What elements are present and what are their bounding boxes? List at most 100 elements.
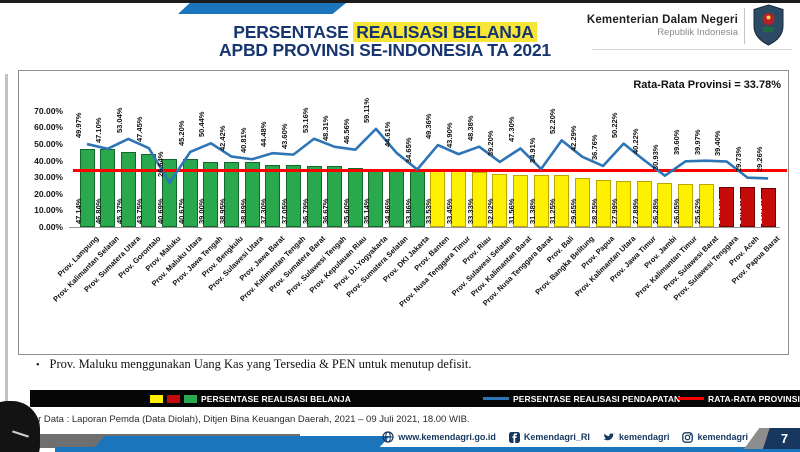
- red-swatch-icon: [167, 394, 180, 403]
- bar-value-label: 29.65%: [568, 198, 578, 224]
- bar-value-label: 24.33%: [713, 198, 723, 224]
- average-reference-line: [73, 169, 787, 173]
- pendapatan-value-label: 49.97%: [73, 112, 83, 139]
- pendapatan-value-label: 50.44%: [197, 111, 207, 138]
- bar-value-label: 27.89%: [630, 198, 640, 224]
- page-number: 7: [780, 431, 789, 446]
- bar-value-label: 39.00%: [197, 198, 207, 224]
- pendapatan-value-label: 45.20%: [176, 120, 186, 146]
- header-underline: [592, 49, 792, 50]
- globe-icon: [382, 431, 394, 443]
- title-line1: PERSENTASE REALISASI BELANJA: [90, 22, 680, 42]
- bar-value-label: 45.37%: [114, 198, 124, 224]
- ministry-name: Kementerian Dalam Negeri: [586, 14, 738, 26]
- y-tick-label: 0.00%: [38, 222, 63, 232]
- top-strip: [0, 0, 800, 3]
- pendapatan-value-label: 52.20%: [548, 108, 558, 135]
- legend-rata: RATA-RATA PROVINSI: [678, 390, 800, 407]
- bar-value-label: 47.14%: [73, 198, 83, 224]
- legend-rata-label: RATA-RATA PROVINSI: [708, 393, 800, 404]
- realisasi-belanja-bar: [719, 186, 735, 227]
- realisasi-belanja-bar: [760, 187, 776, 227]
- footnote-text: Prov. Maluku menggunakan Uang Kas yang T…: [49, 357, 472, 371]
- bar-value-label: 38.95%: [217, 198, 227, 224]
- pendapatan-value-label: 39.97%: [692, 129, 702, 155]
- bar-value-label: 40.69%: [156, 198, 166, 224]
- green-swatch-icon: [184, 394, 197, 403]
- realisasi-belanja-bar: [739, 187, 755, 227]
- bar-value-label: 26.05%: [672, 198, 682, 224]
- facebook-item: Kemendagri_RI: [508, 431, 590, 443]
- ministry-header: Kementerian Dalam Negeri Republik Indone…: [587, 13, 738, 39]
- pendapatan-value-label: 53.16%: [300, 107, 310, 133]
- chart-legend: PERSENTASE REALISASI BELANJA PERSENTASE …: [30, 390, 800, 407]
- y-tick-label: 40.00%: [34, 155, 63, 166]
- republic-name: Republik Indonesia: [657, 27, 738, 39]
- pendapatan-value-label: 40.22%: [630, 128, 640, 155]
- title-line2: APBD PROVINSI SE-INDONESIA TA 2021: [219, 40, 551, 61]
- kemendagri-logo-icon: [753, 4, 784, 46]
- facebook-icon: [508, 431, 520, 443]
- website-item: www.kemendagri.go.id: [382, 431, 496, 443]
- website-label: www.kemendagri.go.id: [398, 432, 496, 442]
- y-tick-label: 30.00%: [34, 172, 63, 183]
- page-number-box: 7: [763, 428, 800, 449]
- header-divider: [744, 8, 745, 44]
- player-control-icon: [12, 430, 29, 438]
- bar-value-label: 31.25%: [548, 198, 558, 224]
- blue-line-swatch-icon: [483, 397, 509, 400]
- y-tick-label: 10.00%: [34, 205, 63, 216]
- pendapatan-value-label: 46.56%: [341, 118, 351, 144]
- twitter-item: kemendagri: [603, 432, 670, 443]
- title-line1-highlight: REALISASI BELANJA: [353, 22, 537, 42]
- yellow-swatch-icon: [150, 394, 163, 403]
- bar-value-label: 33.33%: [465, 198, 475, 224]
- bar-value-label: 28.25%: [589, 198, 599, 224]
- bar-value-label: 46.80%: [94, 198, 104, 224]
- facebook-label: Kemendagri_RI: [523, 432, 590, 442]
- pendapatan-value-label: 48.38%: [465, 115, 475, 141]
- pendapatan-value-label: 47.10%: [94, 117, 104, 143]
- pendapatan-value-label: 42.42%: [217, 125, 227, 151]
- pendapatan-value-label: 30.93%: [651, 144, 661, 170]
- pendapatan-value-label: 50.22%: [610, 112, 620, 138]
- footer-bottom-strip: [55, 447, 800, 452]
- x-axis-line: [69, 227, 780, 228]
- twitter-label: kemendagri: [618, 432, 670, 442]
- bar-value-label: 40.67%: [176, 198, 186, 224]
- bar-value-label: 31.38%: [527, 198, 537, 224]
- pendapatan-value-label: 34.91%: [527, 137, 537, 164]
- red-line-swatch-icon: [678, 397, 704, 400]
- legend-belanja: PERSENTASE REALISASI BELANJA: [150, 390, 351, 407]
- social-row: www.kemendagri.go.id Kemendagri_RI kemen…: [382, 431, 748, 443]
- pendapatan-value-label: 29.73%: [733, 146, 743, 172]
- pendapatan-value-label: 47.30%: [506, 117, 516, 143]
- pendapatan-value-label: 43.60%: [279, 123, 289, 149]
- chart-area: Rata-Rata Provinsi = 33.78% 70.00% 60.00%…: [18, 70, 789, 355]
- pendapatan-value-label: 44.48%: [259, 121, 269, 148]
- bar-value-label: 26.28%: [651, 198, 661, 224]
- pendapatan-value-label: 59.11%: [362, 97, 372, 123]
- pendapatan-value-label: 26.64%: [156, 151, 166, 177]
- pendapatan-value-label: 42.29%: [568, 125, 578, 151]
- pendapatan-value-label: 43.90%: [445, 122, 455, 149]
- instagram-item: kemendagri: [682, 431, 748, 443]
- bar-value-label: 43.75%: [135, 198, 145, 224]
- title-line1-normal: PERSENTASE: [233, 22, 349, 42]
- bar-value-label: 37.05%: [279, 198, 289, 224]
- legend-pendapatan: PERSENTASE REALISASI PENDAPATAN: [483, 390, 680, 407]
- player-control[interactable]: [0, 401, 40, 452]
- y-tick-label: 50.00%: [34, 139, 63, 149]
- bar-value-label: 32.02%: [486, 198, 496, 224]
- pendapatan-value-label: 40.81%: [238, 127, 248, 154]
- bar-value-label: 36.79%: [300, 198, 310, 224]
- bar-value-label: 23.62%: [754, 198, 764, 224]
- bar-value-label: 33.86%: [403, 198, 413, 224]
- pendapatan-value-label: 39.40%: [713, 130, 723, 156]
- bar-value-label: 33.53%: [424, 198, 434, 224]
- pendapatan-value-label: 49.36%: [424, 113, 434, 140]
- instagram-label: kemendagri: [697, 432, 748, 442]
- bar-value-label: 38.89%: [238, 198, 248, 224]
- y-tick-label: 60.00%: [34, 122, 63, 133]
